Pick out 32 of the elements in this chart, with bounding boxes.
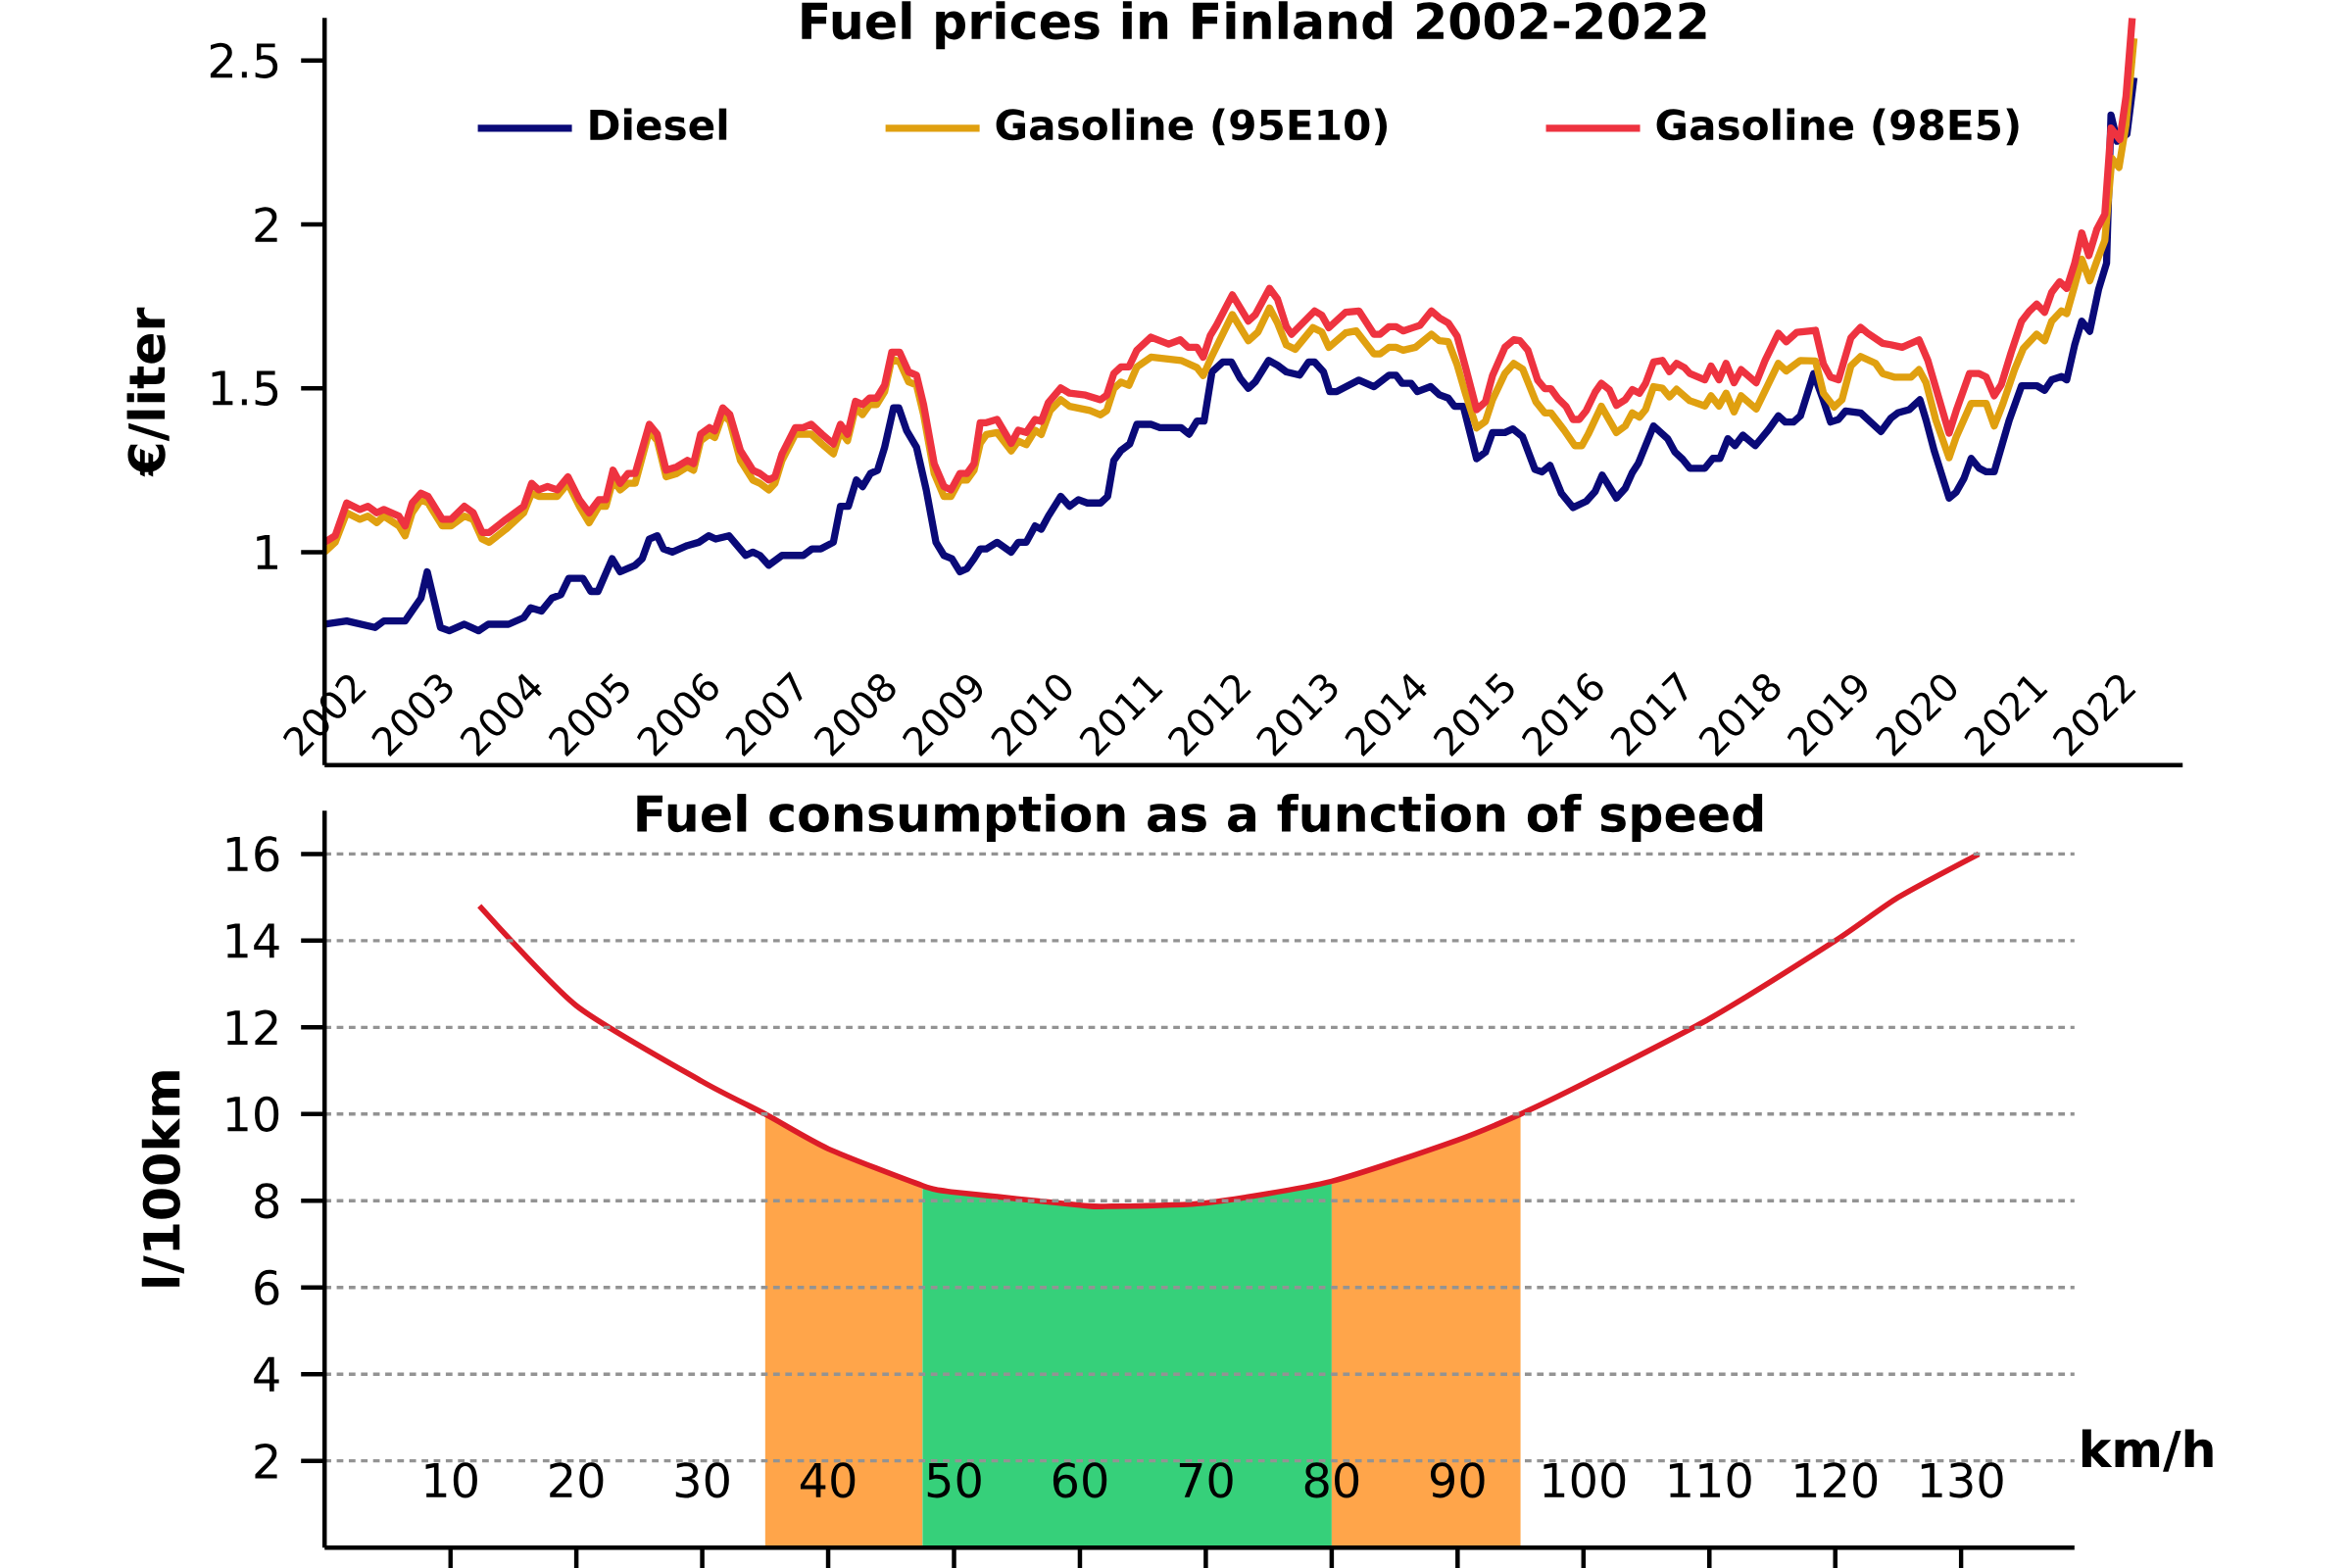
x-tick-label: 30 [675, 1462, 729, 1498]
x-tick-label: 60 [1053, 1462, 1107, 1498]
chart-title: Fuel prices in Finland 2002-2022 [802, 1, 1706, 50]
x-tick-label: 40 [800, 1462, 856, 1498]
y-axis-title: l/100km [141, 1071, 184, 1287]
y-tick-label: 1 [257, 535, 277, 569]
y-tick-label: 1.5 [212, 370, 278, 407]
y-tick-label: 6 [255, 1269, 279, 1305]
x-tick-label: 70 [1179, 1462, 1233, 1498]
legend-label: Gasoline (98E5) [1656, 108, 2019, 146]
legend-label: Diesel [590, 108, 727, 141]
x-axis-title: km/h [2082, 1429, 2213, 1472]
x-tick-label: 120 [1795, 1462, 1878, 1498]
y-tick-label: 16 [226, 836, 279, 872]
x-tick-label: 90 [1430, 1462, 1485, 1498]
y-tick-label: 2 [255, 1443, 277, 1479]
y-tick-label: 2.5 [210, 42, 278, 78]
x-tick-label: 20 [550, 1462, 604, 1498]
y-tick-label: 2 [255, 207, 277, 242]
y-axis-title: €/liter [126, 307, 170, 477]
y-tick-label: 8 [255, 1183, 279, 1219]
y-tick-label: 14 [226, 923, 279, 958]
chart-title: Fuel consumption as a function of speed [637, 794, 1763, 843]
x-tick-label: 100 [1544, 1462, 1626, 1498]
y-tick-label: 4 [254, 1356, 279, 1392]
x-tick-label: 130 [1921, 1462, 2003, 1498]
x-tick-label: 50 [927, 1462, 981, 1498]
y-tick-label: 12 [226, 1009, 277, 1046]
x-tick-label: 10 [425, 1462, 477, 1498]
y-tick-label: 10 [226, 1096, 279, 1132]
x-tick-label: 110 [1669, 1462, 1751, 1498]
legend-label: Gasoline (95E10) [996, 108, 1388, 146]
